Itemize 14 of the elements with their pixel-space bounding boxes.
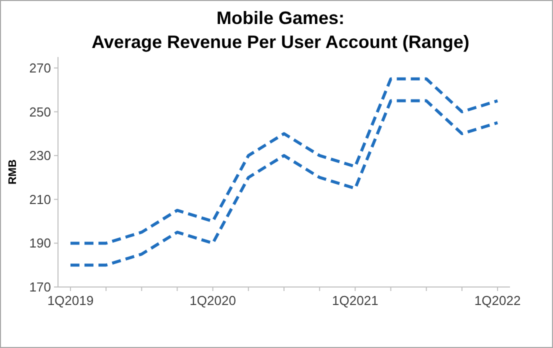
y-tick-label: 210 xyxy=(29,192,51,207)
y-tick-label: 170 xyxy=(29,280,51,295)
y-tick-label: 270 xyxy=(29,60,51,76)
y-tick-label: 190 xyxy=(29,236,51,251)
y-axis-title: RMB xyxy=(7,159,19,185)
line-series xyxy=(68,77,500,245)
line-series xyxy=(68,99,500,267)
x-tick-label: 1Q2021 xyxy=(332,293,378,308)
x-tick-label: 1Q2020 xyxy=(190,293,236,308)
y-tick-label: 250 xyxy=(29,104,51,120)
x-tick-label: 1Q2019 xyxy=(47,293,94,308)
y-tick-label: 230 xyxy=(29,148,51,164)
x-tick-label: 1Q2022 xyxy=(474,293,521,308)
chart-title: Mobile Games: Average Revenue Per User Account (Range) xyxy=(92,8,470,52)
